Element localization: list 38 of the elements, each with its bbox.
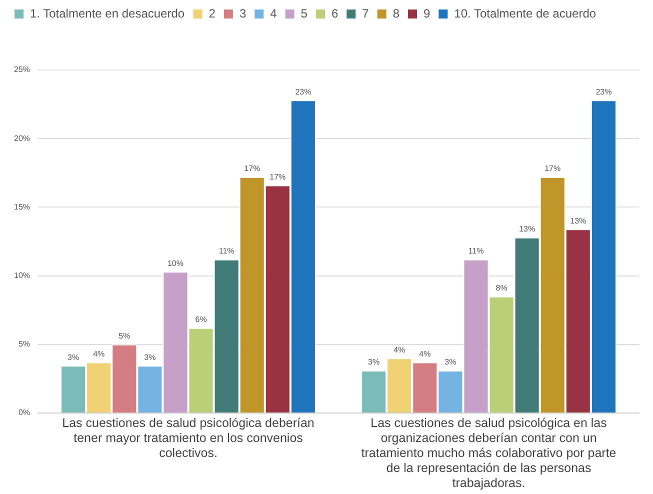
y-tick-label: 0% (18, 408, 30, 418)
x-tick-label: Las cuestiones de salud psicológica deberían tener mayor tratamiento en los convenios colectivos. (62, 416, 314, 460)
data-label: 11% (468, 246, 484, 256)
data-label: 11% (218, 246, 234, 256)
data-label: 17% (544, 164, 561, 174)
legend-label: 7 (362, 6, 370, 20)
data-label: 23% (596, 87, 612, 96)
data-label: 5% (118, 332, 130, 341)
legend-label: 3 (239, 6, 246, 20)
legend-label: 5 (300, 6, 308, 20)
y-tick-label: 10% (14, 271, 30, 280)
data-label: 3% (144, 352, 156, 362)
data-label: 17% (270, 172, 286, 182)
legend-label: 8 (392, 6, 400, 20)
data-label: 3% (444, 358, 456, 367)
legend-label: 2 (208, 6, 216, 20)
data-label: 3% (68, 352, 80, 362)
legend-label: 4 (270, 6, 278, 20)
legend-label: 6 (331, 6, 338, 20)
data-label: 4% (93, 349, 105, 358)
y-tick-label: 5% (18, 340, 30, 349)
data-label: 17% (244, 164, 260, 174)
y-tick-label: 20% (14, 134, 30, 143)
data-label: 13% (570, 216, 586, 226)
data-label: 23% (295, 87, 312, 96)
data-label: 10% (167, 258, 184, 268)
y-tick-label: 25% (14, 65, 30, 74)
data-label: 6% (195, 315, 207, 324)
data-label: 13% (519, 224, 536, 234)
legend-label: 9 (423, 6, 430, 20)
x-tick-label: Las cuestiones de salud psicológica en las organizaciones deberían contar con un tratamiento mucho más colaborativo por parte de la representación de las personas trabajadoras. (361, 416, 616, 490)
data-label: 3% (368, 358, 380, 367)
data-label: 4% (394, 345, 406, 354)
data-label: 8% (496, 284, 508, 293)
legend-label: 1. Totalmente en desacuerdo (30, 6, 185, 20)
legend-label: 10. Totalmente de acuerdo (454, 6, 596, 20)
data-label: 4% (419, 349, 431, 358)
y-tick-label: 15% (14, 202, 30, 212)
